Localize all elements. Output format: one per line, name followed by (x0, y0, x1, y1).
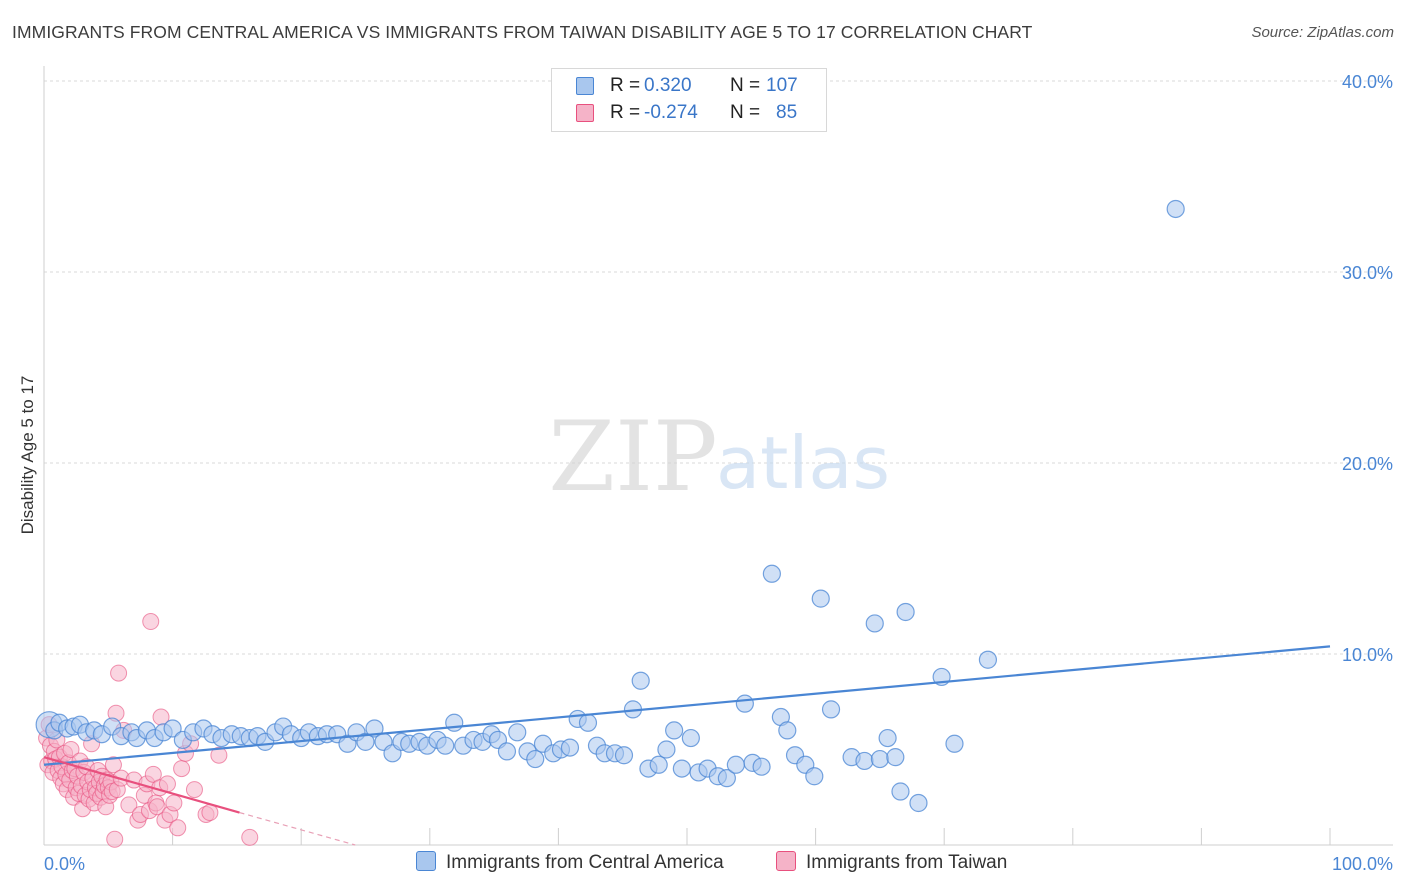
point-taiwan (142, 613, 160, 631)
point-central-america (726, 755, 745, 774)
point-central-america (365, 719, 384, 738)
y-tick-label: 40.0% (1342, 72, 1393, 92)
y-tick-labels: 10.0% 20.0% 30.0% 40.0% (1342, 72, 1393, 665)
data-points (35, 199, 1185, 848)
watermark-zip: ZIP (548, 401, 717, 513)
point-central-america (896, 602, 915, 622)
point-central-america (631, 671, 650, 690)
point-central-america (163, 719, 182, 738)
point-central-america (681, 728, 700, 748)
point-central-america (878, 728, 897, 748)
point-central-america (614, 746, 634, 765)
legend-n-value: 107 (766, 75, 798, 96)
point-central-america (778, 721, 797, 740)
point-central-america (870, 749, 890, 769)
point-central-america (855, 751, 874, 771)
point-taiwan (210, 746, 228, 764)
point-central-america (445, 713, 464, 732)
trend-line-taiwan-extension (239, 811, 356, 846)
point-central-america (811, 589, 830, 608)
point-central-america (497, 742, 517, 761)
stats-legend: R = 0.320 N = 107 R = -0.274 N = 85 (551, 68, 827, 132)
bottom-legend-label: Immigrants from Central America (446, 852, 724, 873)
point-taiwan (173, 760, 191, 778)
point-central-america (356, 732, 375, 751)
point-central-america (578, 713, 598, 732)
point-central-america (665, 721, 684, 740)
point-central-america (886, 748, 905, 767)
point-taiwan (120, 796, 138, 814)
legend-r-value: -0.274 (644, 102, 698, 123)
point-central-america (657, 740, 676, 759)
point-central-america (717, 769, 736, 788)
point-central-america (1166, 199, 1185, 219)
point-central-america (945, 734, 964, 753)
point-central-america (865, 614, 884, 633)
point-central-america (752, 757, 771, 776)
point-taiwan (165, 794, 183, 812)
point-central-america (805, 767, 824, 786)
watermark: ZIP atlas (548, 401, 890, 513)
legend-n-label: N = (730, 75, 761, 96)
trend-line-taiwan (43, 756, 240, 814)
point-central-america (762, 564, 781, 583)
point-taiwan (185, 781, 203, 799)
point-central-america (978, 650, 998, 669)
y-tick-label: 30.0% (1342, 263, 1393, 283)
x-tick-label-max: 100.0% (1332, 854, 1393, 874)
trend-lines (43, 645, 1331, 846)
legend-n-value: 85 (776, 102, 798, 123)
bottom-legend-swatch-blue (416, 851, 436, 871)
y-tick-label: 20.0% (1342, 454, 1393, 474)
source-label: Source: ZipAtlas.com (1251, 24, 1394, 41)
point-central-america (821, 700, 841, 719)
legend-n-label: N = (730, 102, 761, 123)
trend-line-central-america (43, 645, 1331, 766)
chart-title: IMMIGRANTS FROM CENTRAL AMERICA VS IMMIG… (12, 22, 1033, 42)
point-central-america (526, 749, 545, 769)
point-taiwan (148, 798, 166, 816)
point-taiwan (241, 828, 259, 846)
point-taiwan (169, 819, 187, 837)
legend-swatch-pink (576, 104, 594, 122)
point-taiwan (106, 830, 124, 848)
point-central-america (735, 694, 754, 713)
bottom-legend-central-america[interactable]: Immigrants from Central America (416, 851, 724, 874)
bottom-legend-swatch-pink (776, 851, 796, 871)
y-tick-label: 10.0% (1342, 645, 1393, 665)
legend-r-value: 0.320 (644, 75, 692, 96)
point-taiwan (110, 664, 128, 682)
bottom-legend-label: Immigrants from Taiwan (806, 852, 1008, 873)
bottom-legend-taiwan[interactable]: Immigrants from Taiwan (776, 851, 1007, 874)
point-central-america (909, 793, 928, 813)
legend-r-label: R = (610, 102, 641, 123)
watermark-atlas: atlas (716, 421, 890, 505)
point-central-america (672, 759, 691, 778)
legend-r-label: R = (610, 75, 641, 96)
point-central-america (436, 736, 455, 755)
point-central-america (560, 738, 580, 757)
point-central-america (649, 755, 668, 774)
point-central-america (508, 723, 527, 742)
point-taiwan (201, 804, 219, 822)
point-taiwan (62, 741, 80, 758)
point-central-america (891, 782, 910, 801)
point-taiwan (104, 756, 122, 774)
gridlines (44, 80, 1393, 655)
legend-swatch-blue (576, 77, 594, 95)
x-tick-label-min: 0.0% (44, 854, 85, 874)
